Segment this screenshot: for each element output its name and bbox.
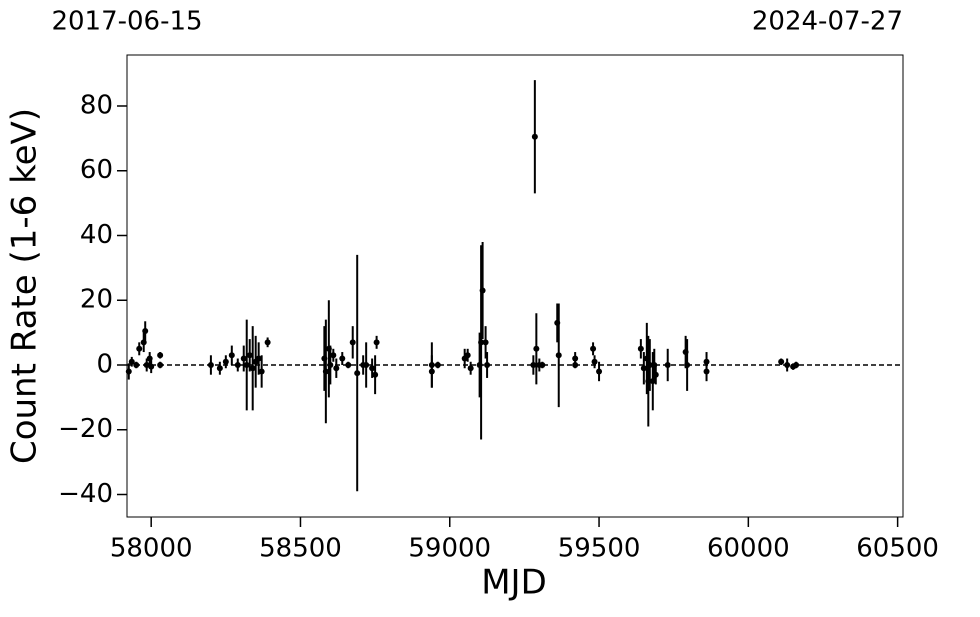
data-point <box>372 371 379 378</box>
data-point <box>133 361 140 368</box>
y-axis-label: Count Rate (1-6 keV) <box>5 108 45 464</box>
data-point <box>363 361 370 368</box>
data-point <box>125 368 132 375</box>
data-point <box>136 345 143 352</box>
data-point <box>467 365 474 372</box>
data-point <box>530 361 537 368</box>
data-point <box>640 365 647 372</box>
data-point <box>349 339 356 346</box>
top-tick-label: 2024-07-27 <box>752 7 903 37</box>
data-point <box>216 365 223 372</box>
x-tick-label: 58500 <box>259 534 342 564</box>
x-tick-label: 60500 <box>856 534 939 564</box>
data-point <box>207 361 214 368</box>
data-point <box>533 345 540 352</box>
data-point <box>140 339 147 346</box>
plot-frame <box>126 54 904 518</box>
y-tick-label: 0 <box>96 349 113 379</box>
data-point <box>264 339 271 346</box>
data-point <box>484 361 491 368</box>
data-point <box>249 365 256 372</box>
data-point <box>637 345 644 352</box>
data-point <box>228 352 235 359</box>
data-point <box>703 358 710 365</box>
data-point <box>572 361 579 368</box>
data-point <box>652 371 659 378</box>
data-point <box>664 361 671 368</box>
data-point <box>234 361 241 368</box>
data-point <box>128 358 135 365</box>
data-point <box>482 339 489 346</box>
x-tick-label: 59000 <box>408 534 491 564</box>
data-point <box>572 355 579 362</box>
data-point <box>373 339 380 346</box>
data-point <box>222 358 229 365</box>
data-point <box>428 361 435 368</box>
data-point <box>478 339 485 346</box>
data-point <box>255 355 262 362</box>
data-point <box>778 358 785 365</box>
data-point <box>464 352 471 359</box>
data-point <box>146 355 153 362</box>
data-point <box>479 287 486 294</box>
data-point <box>434 361 441 368</box>
x-tick-label: 59500 <box>558 534 641 564</box>
y-tick-label: 20 <box>80 285 113 315</box>
data-point <box>322 368 329 375</box>
y-tick-label: −40 <box>58 479 113 509</box>
y-tick-label: 40 <box>80 220 113 250</box>
data-point <box>330 352 337 359</box>
data-point <box>793 361 800 368</box>
data-point <box>157 361 164 368</box>
data-point <box>327 361 334 368</box>
data-point <box>354 370 361 377</box>
data-point <box>555 352 562 359</box>
data-point <box>258 368 265 375</box>
y-tick-label: 80 <box>80 90 113 120</box>
data-point <box>157 352 164 359</box>
data-point <box>591 358 598 365</box>
data-point <box>243 361 250 368</box>
data-point <box>345 361 352 368</box>
data-point <box>333 365 340 372</box>
data-point <box>784 361 791 368</box>
top-tick-label: 2017-06-15 <box>51 7 202 37</box>
x-axis-label: MJD <box>481 563 547 603</box>
data-point <box>684 361 691 368</box>
y-tick-label: 60 <box>80 155 113 185</box>
data-point <box>590 345 597 352</box>
data-point <box>596 368 603 375</box>
data-point <box>531 133 538 140</box>
data-point <box>246 352 253 359</box>
data-point <box>148 363 155 370</box>
data-point <box>142 328 149 335</box>
data-point <box>369 365 376 372</box>
data-point <box>339 355 346 362</box>
x-tick-label: 58000 <box>110 534 193 564</box>
data-point <box>646 361 653 368</box>
data-point <box>240 355 247 362</box>
y-tick-label: −20 <box>58 414 113 444</box>
data-point <box>539 361 546 368</box>
x-tick-label: 60000 <box>707 534 790 564</box>
